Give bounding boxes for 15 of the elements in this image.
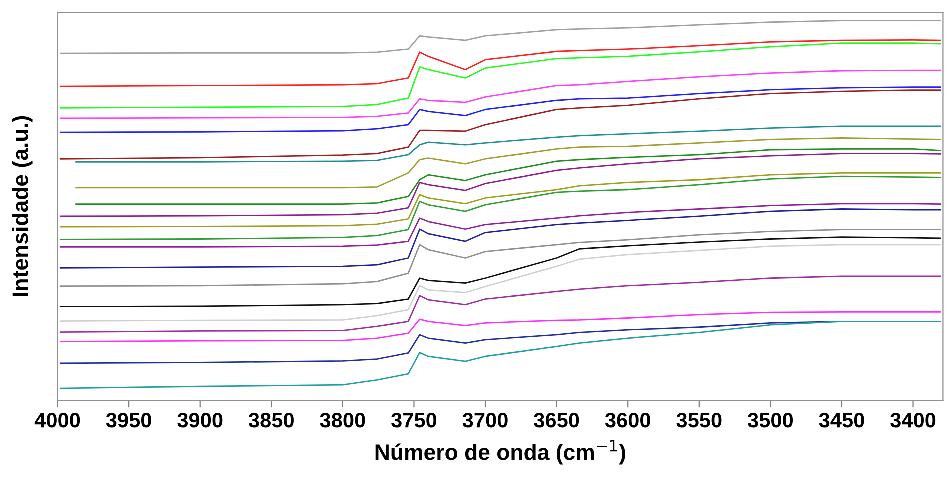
x-tick-label: 3650 [534,413,580,428]
x-tick-label: 3400 [890,413,936,428]
x-tick-label: 3600 [605,413,650,428]
x-tick-label: 3500 [748,413,794,428]
x-axis-title: Número de onda (cm$^{−1}$) [376,440,626,465]
x-tick-label: 3950 [106,413,152,428]
x-tick-label: 3550 [676,413,722,428]
x-tick-label: 3900 [178,413,223,428]
x-tick-label: 3850 [248,413,294,428]
x-tick-label: 3700 [462,413,508,428]
x-tick-label: 3800 [320,413,366,428]
y-axis-title: Intensidade (a.u.) [12,116,33,296]
x-tick-label: 3750 [392,413,437,428]
x-tick-label: 3450 [819,413,864,428]
x-tick-label: 4000 [34,413,80,428]
